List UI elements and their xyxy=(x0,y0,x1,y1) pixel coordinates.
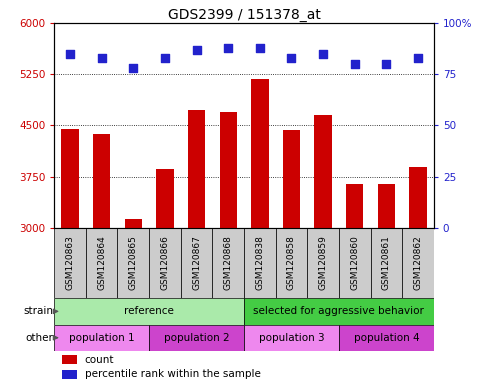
Text: other: other xyxy=(26,333,54,343)
Point xyxy=(351,61,359,67)
Bar xyxy=(244,324,339,351)
Bar xyxy=(93,134,110,228)
Bar xyxy=(219,112,237,228)
Bar xyxy=(62,370,77,379)
Bar xyxy=(86,228,117,298)
Bar xyxy=(378,184,395,228)
Text: reference: reference xyxy=(124,306,174,316)
Bar xyxy=(125,219,142,228)
Bar xyxy=(402,228,434,298)
Bar xyxy=(212,228,244,298)
Title: GDS2399 / 151378_at: GDS2399 / 151378_at xyxy=(168,8,320,22)
Bar xyxy=(181,228,212,298)
Bar xyxy=(244,298,434,324)
Point xyxy=(224,45,232,51)
Text: GSM120863: GSM120863 xyxy=(66,235,74,290)
Text: population 1: population 1 xyxy=(69,333,135,343)
Text: count: count xyxy=(85,355,114,365)
Point xyxy=(287,55,295,61)
Point xyxy=(414,55,422,61)
Point xyxy=(256,45,264,51)
Text: population 4: population 4 xyxy=(353,333,419,343)
Bar xyxy=(117,228,149,298)
Bar xyxy=(149,228,181,298)
Text: GSM120858: GSM120858 xyxy=(287,235,296,290)
Bar xyxy=(409,167,427,228)
Point xyxy=(98,55,106,61)
Bar xyxy=(346,184,363,228)
Point xyxy=(161,55,169,61)
Text: GSM120861: GSM120861 xyxy=(382,235,391,290)
Bar xyxy=(149,324,244,351)
Text: GSM120867: GSM120867 xyxy=(192,235,201,290)
Bar xyxy=(54,298,244,324)
Text: GSM120859: GSM120859 xyxy=(318,235,328,290)
Point xyxy=(383,61,390,67)
Text: GSM120868: GSM120868 xyxy=(224,235,233,290)
Point xyxy=(129,65,137,71)
Bar xyxy=(54,228,86,298)
Bar xyxy=(371,228,402,298)
Point xyxy=(193,46,201,53)
Text: population 2: population 2 xyxy=(164,333,229,343)
Bar xyxy=(54,324,149,351)
Bar xyxy=(188,111,205,228)
Bar xyxy=(283,130,300,228)
Bar xyxy=(276,228,307,298)
Bar xyxy=(315,115,332,228)
Bar xyxy=(307,228,339,298)
Point xyxy=(319,51,327,57)
Text: strain: strain xyxy=(24,306,54,316)
Text: percentile rank within the sample: percentile rank within the sample xyxy=(85,369,260,379)
Bar xyxy=(251,79,269,228)
Text: population 3: population 3 xyxy=(259,333,324,343)
Bar xyxy=(339,228,371,298)
Bar xyxy=(156,169,174,228)
Text: selected for aggressive behavior: selected for aggressive behavior xyxy=(253,306,424,316)
Bar xyxy=(339,324,434,351)
Point xyxy=(66,51,74,57)
Bar xyxy=(62,355,77,364)
Text: GSM120862: GSM120862 xyxy=(414,235,423,290)
Text: GSM120865: GSM120865 xyxy=(129,235,138,290)
Text: GSM120860: GSM120860 xyxy=(350,235,359,290)
Text: GSM120864: GSM120864 xyxy=(97,235,106,290)
Bar xyxy=(244,228,276,298)
Text: GSM120838: GSM120838 xyxy=(255,235,264,290)
Text: GSM120866: GSM120866 xyxy=(160,235,170,290)
Bar xyxy=(61,129,79,228)
